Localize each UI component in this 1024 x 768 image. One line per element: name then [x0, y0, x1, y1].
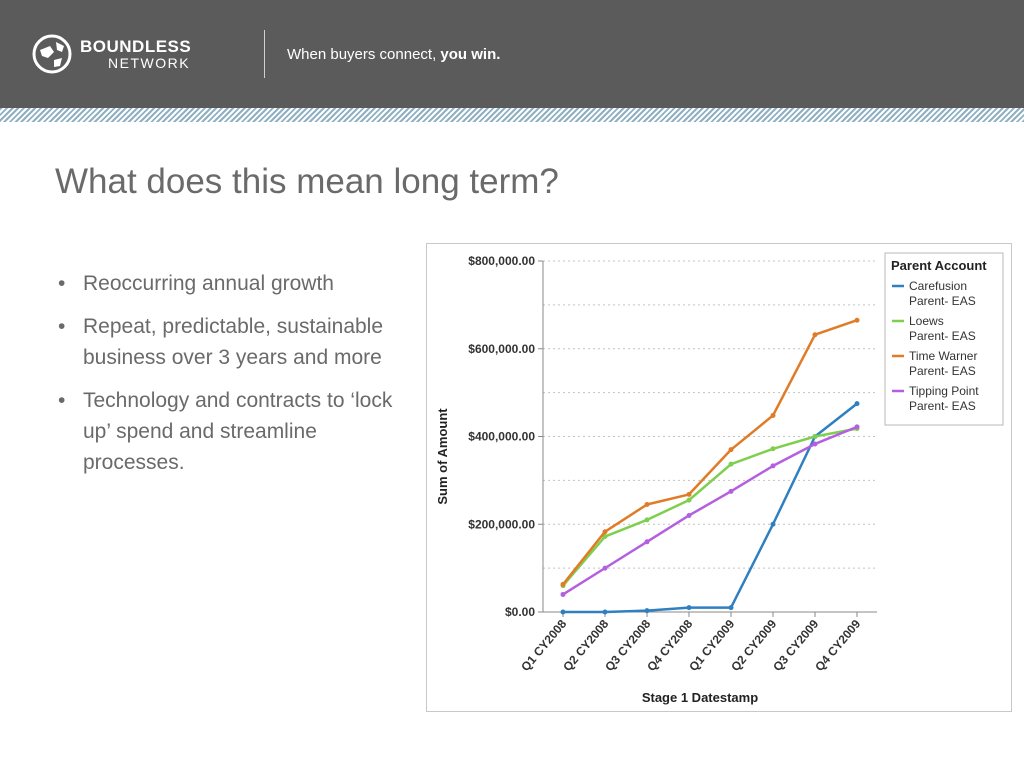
data-point: [686, 605, 692, 611]
legend-label: Parent- EAS: [909, 399, 976, 413]
data-point: [560, 591, 566, 597]
bullet-item: Reoccurring annual growth: [58, 268, 408, 299]
data-point: [728, 447, 734, 453]
y-axis-title: Sum of Amount: [435, 408, 450, 505]
data-point: [686, 497, 692, 503]
data-point: [770, 463, 776, 469]
legend-box: [884, 252, 1004, 426]
y-tick-label: $600,000.00: [468, 342, 535, 356]
legend-label: Parent- EAS: [909, 364, 976, 378]
data-point: [812, 434, 818, 439]
y-tick-label: $800,000.00: [468, 254, 535, 268]
globe-icon: [32, 34, 72, 74]
x-axis-title: Stage 1 Datestamp: [642, 690, 758, 705]
legend-title: Parent Account: [891, 258, 987, 273]
series-line: [562, 319, 858, 586]
data-point: [812, 441, 818, 447]
data-point: [854, 401, 860, 407]
line-chart: $0.00 $200,000.00 $400,000.00 $600,000.00 $8…: [435, 252, 1004, 705]
data-point: [644, 517, 650, 523]
chart-frame: $0.00 $200,000.00 $400,000.00 $600,000.00 $8…: [426, 243, 1012, 712]
data-point: [686, 491, 692, 497]
data-point: [770, 446, 776, 452]
data-point: [560, 581, 566, 587]
y-tick-label: $200,000.00: [468, 517, 535, 531]
data-point: [644, 608, 650, 614]
data-point: [644, 539, 650, 545]
header-bar: BOUNDLESS NETWORK When buyers connect, y…: [0, 0, 1024, 108]
legend-label: Time Warner: [909, 349, 977, 363]
data-point: [602, 534, 608, 540]
data-point: [686, 512, 692, 518]
tagline-regular: When buyers connect,: [287, 46, 441, 63]
tagline-bold: you win.: [440, 46, 501, 63]
bullet-item: Repeat, predictable, sustainable busines…: [58, 311, 408, 373]
header-divider: [264, 30, 265, 78]
y-tick-label: $400,000.00: [468, 430, 535, 444]
header-stripe: [0, 108, 1024, 122]
data-point: [770, 521, 776, 527]
brand-name: BOUNDLESS: [80, 37, 192, 56]
data-point: [602, 565, 608, 571]
legend-label: Parent- EAS: [909, 329, 976, 343]
legend-label: Loews: [909, 314, 944, 328]
data-point: [602, 529, 608, 535]
tagline: When buyers connect, you win.: [287, 46, 500, 63]
data-point: [854, 317, 860, 323]
data-point: [644, 502, 650, 508]
legend-label: Parent- EAS: [909, 294, 976, 308]
y-tick-label: $0.00: [505, 605, 535, 619]
data-point: [812, 332, 818, 338]
data-point: [560, 609, 566, 615]
bullet-item: Technology and contracts to ‘lock up’ sp…: [58, 385, 408, 478]
data-point: [602, 609, 608, 615]
data-point: [854, 424, 860, 430]
bullet-list: Reoccurring annual growth Repeat, predic…: [58, 268, 408, 490]
data-point: [728, 605, 734, 611]
legend-label: Carefusion: [909, 279, 967, 293]
data-point: [770, 412, 776, 418]
data-point: [728, 488, 734, 494]
series-line: [562, 425, 858, 596]
brand-subname: NETWORK: [108, 55, 191, 71]
series-line: [562, 427, 858, 587]
slide-title: What does this mean long term?: [55, 162, 559, 201]
series-line: [563, 402, 858, 614]
legend-label: Tipping Point: [909, 384, 979, 398]
data-point: [728, 461, 734, 467]
